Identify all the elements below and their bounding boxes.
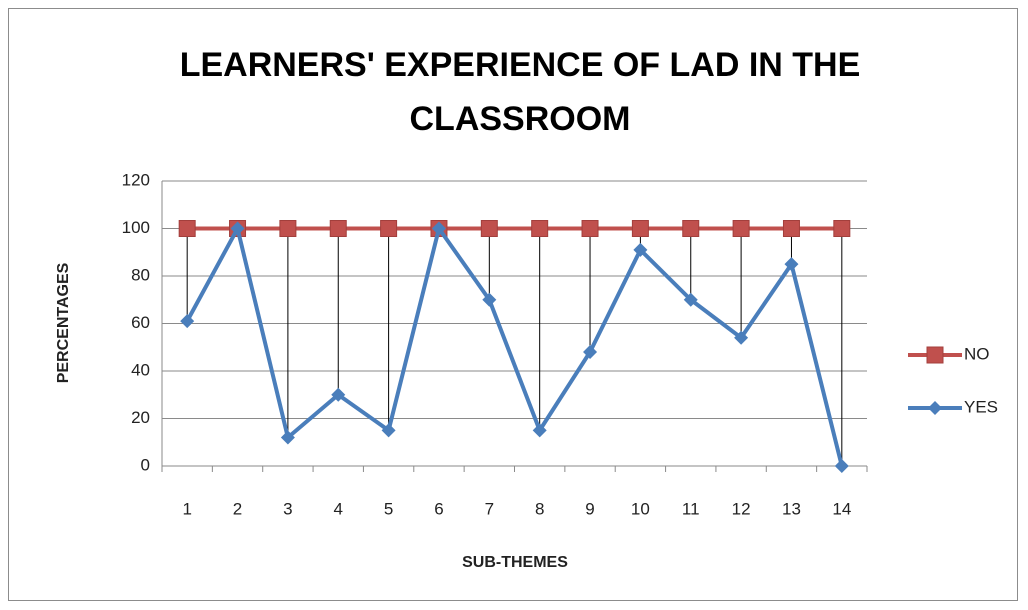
marker [380,220,398,237]
x-axis-label: SUB-THEMES [462,554,568,571]
marker [734,330,749,345]
marker [581,220,599,237]
y-tick-label: 40 [131,360,150,379]
x-tick-label: 11 [682,499,700,518]
y-tick-label: 60 [131,313,150,332]
y-tick-label: 120 [122,170,150,189]
x-tick-label: 1 [182,499,191,518]
chart-frame [8,8,1018,601]
marker [381,423,396,438]
marker [583,345,598,359]
legend-label: YES [964,397,998,416]
marker [280,430,295,445]
x-tick-label: 3 [283,499,292,518]
marker [928,401,942,415]
marker [279,220,297,237]
y-tick-label: 80 [131,265,150,284]
marker [784,257,799,272]
chart-title: LEARNERS' EXPERIENCE OF LAD IN THE CLASS… [179,46,861,138]
marker [633,242,648,257]
marker [230,221,245,236]
marker [329,220,347,237]
marker [926,346,944,364]
marker [833,220,851,237]
marker [482,292,497,307]
marker [682,220,700,237]
marker [480,220,498,237]
y-tick-label: 100 [122,218,150,237]
x-tick-label: 4 [334,499,343,518]
marker [178,220,196,237]
marker [431,221,446,236]
marker [782,220,800,237]
marker [331,387,346,402]
x-tick-label: 5 [384,499,393,518]
y-tick-label: 0 [141,455,150,474]
marker [531,220,549,237]
marker [683,292,698,307]
marker [532,423,547,438]
x-tick-label: 12 [732,499,751,518]
x-tick-label: 2 [233,499,242,518]
marker [180,314,195,329]
x-tick-label: 8 [535,499,544,518]
marker [732,220,750,237]
marker [834,459,849,473]
x-tick-label: 14 [832,499,851,518]
x-tick-label: 13 [782,499,801,518]
y-axis-label: PERCENTAGES [55,262,72,383]
x-tick-label: 10 [631,499,650,518]
marker [631,220,649,237]
legend-label: NO [964,344,990,363]
series-line [185,226,844,467]
x-tick-label: 7 [485,499,494,518]
x-tick-label: 9 [585,499,594,518]
x-tick-label: 6 [434,499,443,518]
y-tick-label: 20 [131,408,150,427]
